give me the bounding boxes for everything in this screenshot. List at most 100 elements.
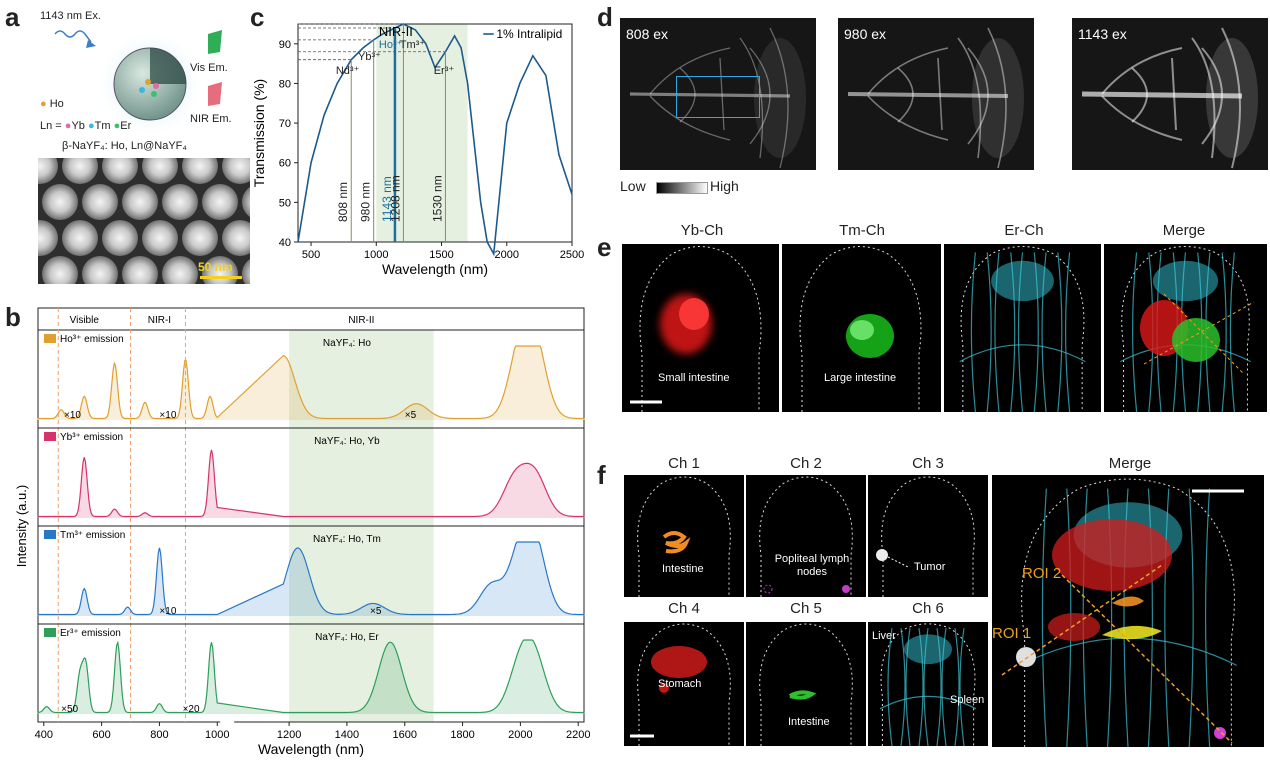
label-intestine-ch1: Intestine (662, 563, 704, 575)
vessel (1010, 252, 1016, 412)
vessel (629, 92, 791, 98)
axis-break (220, 718, 235, 728)
body-outline (960, 246, 1085, 412)
vessel (867, 95, 949, 141)
chart-title: NIR-II (379, 24, 413, 39)
tem-particle (222, 158, 250, 184)
x-tick-label: 500 (302, 249, 320, 261)
marker-label: 1143 nm (380, 176, 394, 222)
liver-region (991, 260, 1054, 302)
tem-particles (38, 158, 250, 284)
vessel (905, 628, 911, 746)
tem-particle (62, 220, 98, 256)
vessel (1101, 95, 1183, 141)
vessel (970, 252, 976, 412)
f-image-ch3: Tumor (868, 475, 988, 597)
ln-legend: Ln = ●Yb ●Tm ●Er (40, 120, 132, 132)
spectrum-line (37, 639, 585, 714)
roi-box (676, 76, 760, 118)
multiplier-label: ×5 (370, 606, 382, 617)
nir-emission-icon (208, 82, 222, 106)
vis-emission-icon (208, 30, 222, 54)
nir-image-1143: 1143 ex (1072, 18, 1268, 170)
vessel (959, 628, 965, 746)
e-title-merge: Merge (1162, 222, 1206, 239)
e-title-er: Er-Ch (1004, 222, 1044, 239)
vessel (719, 57, 725, 131)
series-line-intralipid (297, 23, 573, 257)
vessel (1191, 37, 1216, 159)
e-image-tm: Large intestine (782, 244, 941, 412)
vessel (1164, 488, 1170, 747)
arrow-icon (86, 40, 96, 48)
vessel (1101, 47, 1183, 95)
y-tick-label: 40 (279, 237, 291, 249)
tem-particle (42, 184, 78, 220)
f-image-ch1: Intestine (624, 475, 744, 597)
vessel (1041, 252, 1047, 412)
yb-dot (153, 83, 159, 89)
transmission-chart: 500 1000 1500 2000 2500 40 50 60 70 80 90 808 nm 980… (251, 23, 584, 277)
low-label: Low (620, 178, 646, 194)
vessel (1147, 488, 1153, 747)
image-label-1143: 1143 ex (1078, 26, 1127, 42)
vessel (1188, 488, 1194, 747)
multiplier-label: ×50 (61, 704, 78, 715)
row-title: Ho³⁺ emission (60, 334, 124, 345)
organ-label-small-intestine: Small intestine (658, 372, 730, 384)
vessel (941, 628, 947, 746)
x-axis-label: Wavelength (nm) (382, 261, 488, 277)
image-label-980: 980 ex (844, 26, 887, 42)
vessel (937, 57, 943, 131)
row-legend-swatch (44, 334, 56, 343)
body-outline (1021, 478, 1235, 747)
ion-label: Tm³⁺ (400, 39, 426, 51)
vessel (1132, 252, 1138, 412)
x-tick-label: 2200 (566, 729, 590, 741)
x-tick-label: 1400 (335, 729, 359, 741)
ho-dot (145, 79, 151, 85)
tem-particle (142, 158, 178, 184)
tem-particle (162, 256, 198, 284)
vessel (739, 37, 764, 159)
f-title-ch5: Ch 5 (790, 600, 822, 617)
emission-spectra-chart: Visible NIR-I NIR-II Ho³⁺ emission NaYF₄: Ho… (14, 307, 590, 757)
intensity-colorbar (656, 182, 708, 194)
f-image-ch6: Liver Spleen (868, 622, 988, 746)
tem-particle (62, 158, 98, 184)
row-sample: NaYF₄: Ho, Tm (313, 534, 381, 545)
x-tick-label: 800 (150, 729, 168, 741)
vessel (897, 67, 914, 123)
panel-label-b: b (5, 302, 21, 332)
vessel (769, 27, 789, 169)
multiplier-label: ×20 (183, 704, 200, 715)
ho-legend: ● Ho (40, 98, 64, 110)
x-tick-label: 2000 (508, 729, 532, 741)
plot-frame (37, 307, 585, 723)
tissue-glow (972, 38, 1024, 158)
vessel (959, 344, 1086, 363)
vessel (900, 628, 906, 746)
x-tick-label: 1500 (429, 249, 453, 261)
vessel (1017, 252, 1024, 412)
vessel (1057, 252, 1063, 412)
y-tick-label: 60 (279, 158, 291, 170)
ion-label: Nd³⁺ (336, 65, 360, 77)
image-label-808: 808 ex (626, 26, 669, 42)
row-title: Er³⁺ emission (60, 628, 121, 639)
vessel (954, 628, 960, 746)
vessel (1171, 57, 1177, 131)
tem-particle (38, 220, 58, 256)
row-sample: NaYF₄: Ho, Yb (314, 436, 380, 447)
tm-dot (139, 87, 145, 93)
x-tick-label: 1600 (392, 729, 416, 741)
e-image-merge (1104, 244, 1267, 412)
liver-region (1152, 260, 1219, 302)
row-sample: NaYF₄: Ho, Er (315, 632, 379, 643)
row-legend-swatch (44, 628, 56, 637)
vessel (847, 92, 1009, 98)
nanoparticle-schematic (54, 29, 222, 139)
f-title-ch3: Ch 3 (912, 455, 944, 472)
f-image-ch2: Popliteal lymph nodes (746, 475, 866, 597)
nir-em-label: NIR Em. (190, 113, 232, 125)
